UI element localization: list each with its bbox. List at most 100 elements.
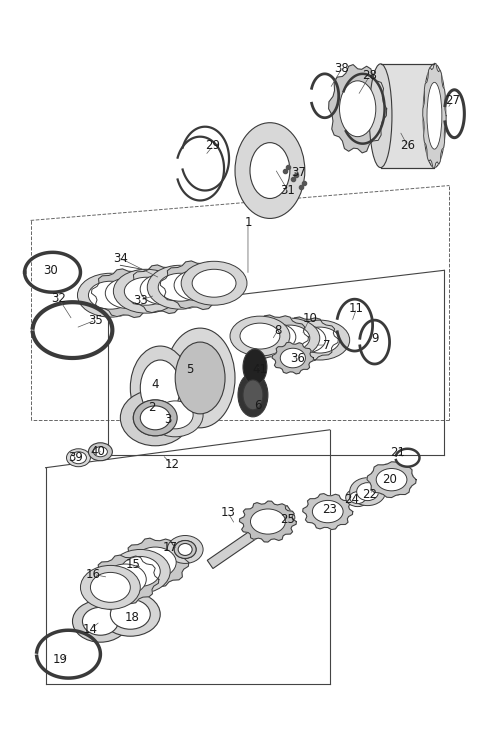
Polygon shape [241,315,309,359]
Text: 17: 17 [163,541,178,554]
Ellipse shape [94,447,108,457]
Polygon shape [271,317,338,361]
Ellipse shape [178,543,192,556]
Ellipse shape [88,281,132,309]
Ellipse shape [174,270,220,300]
Text: 32: 32 [51,292,66,305]
Polygon shape [207,505,293,569]
Text: 33: 33 [133,294,148,307]
Ellipse shape [240,323,280,349]
Ellipse shape [278,512,292,523]
Text: 15: 15 [126,558,141,571]
Text: 4: 4 [152,379,159,391]
Ellipse shape [147,265,213,309]
Ellipse shape [167,536,203,564]
Ellipse shape [113,269,179,313]
Ellipse shape [369,64,392,167]
Text: 39: 39 [68,451,83,464]
Ellipse shape [110,599,150,629]
Ellipse shape [90,572,130,602]
Text: 36: 36 [290,352,305,365]
Text: 35: 35 [88,314,103,327]
Text: 26: 26 [400,139,415,152]
Ellipse shape [81,565,140,610]
Ellipse shape [350,477,385,506]
Text: 5: 5 [186,363,194,376]
Ellipse shape [243,380,263,410]
Text: 31: 31 [280,184,295,197]
Ellipse shape [110,550,170,594]
Ellipse shape [378,469,406,491]
Ellipse shape [346,488,370,507]
Ellipse shape [133,400,177,436]
Text: 41: 41 [252,363,267,376]
Text: 30: 30 [43,264,58,277]
Ellipse shape [88,443,112,461]
Polygon shape [329,64,387,153]
Ellipse shape [370,463,413,496]
Text: 18: 18 [125,611,140,624]
Ellipse shape [174,540,196,558]
Ellipse shape [100,592,160,636]
Ellipse shape [300,327,340,353]
Ellipse shape [133,400,177,436]
Ellipse shape [238,373,268,417]
Ellipse shape [290,320,350,360]
Polygon shape [240,501,296,542]
Ellipse shape [72,600,128,643]
Ellipse shape [284,325,326,353]
Ellipse shape [130,346,190,430]
Ellipse shape [275,510,295,526]
Ellipse shape [140,274,186,305]
Ellipse shape [174,540,196,558]
Ellipse shape [105,278,151,308]
Ellipse shape [67,449,90,466]
Polygon shape [381,64,434,167]
Ellipse shape [251,509,286,534]
Ellipse shape [181,261,247,305]
Text: 23: 23 [322,503,337,516]
Text: 40: 40 [90,445,105,458]
Text: 12: 12 [165,458,180,471]
Text: 24: 24 [344,493,359,506]
Ellipse shape [280,348,305,368]
Ellipse shape [260,318,320,358]
Text: 29: 29 [205,139,221,152]
Text: 25: 25 [280,513,295,526]
Ellipse shape [120,390,190,446]
Ellipse shape [423,64,446,167]
Polygon shape [303,493,353,529]
Text: 3: 3 [165,413,172,426]
Ellipse shape [376,469,407,491]
Text: 37: 37 [291,166,306,179]
Text: 19: 19 [53,653,68,666]
Polygon shape [367,462,416,498]
Text: 13: 13 [221,506,236,519]
Ellipse shape [140,360,180,416]
Ellipse shape [250,143,290,199]
Text: 9: 9 [371,332,378,344]
Text: 22: 22 [362,488,377,501]
Polygon shape [92,269,165,317]
Ellipse shape [312,501,343,523]
Polygon shape [126,265,200,314]
Text: 20: 20 [382,473,397,486]
Ellipse shape [175,342,225,414]
Text: 1: 1 [244,216,252,229]
Ellipse shape [71,452,86,463]
Ellipse shape [124,277,168,305]
Text: 34: 34 [113,251,128,265]
Ellipse shape [192,269,236,298]
Ellipse shape [134,547,176,577]
Ellipse shape [427,83,442,149]
Ellipse shape [120,556,160,586]
Ellipse shape [83,607,119,635]
Ellipse shape [77,273,144,317]
Text: 8: 8 [274,324,282,336]
Ellipse shape [350,492,366,504]
Text: 27: 27 [445,94,460,107]
Ellipse shape [357,482,379,501]
Text: 11: 11 [349,302,364,314]
Ellipse shape [140,406,170,430]
Text: 16: 16 [86,568,101,581]
